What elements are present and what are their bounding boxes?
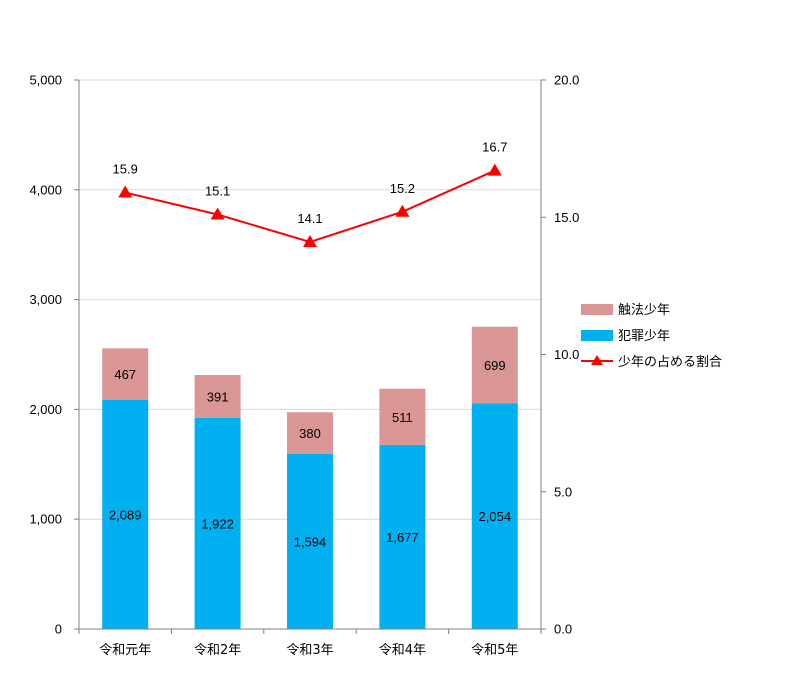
bar-segment-shoho [379,388,426,445]
ratio-marker [118,185,133,198]
legend-swatch [581,304,613,315]
x-tick-label: 令和4年 [379,643,426,658]
legend-swatch [581,330,613,341]
bar-segment-hanzai [287,453,333,629]
bar-segment-hanzai [102,399,149,629]
bar-data-label: 467 [114,367,136,382]
ratio-marker [210,207,225,220]
y-right-tick-label: 15.0 [554,210,579,225]
y-right-tick-label: 10.0 [554,347,579,362]
bar-data-label: 2,054 [479,509,512,524]
x-tick-label: 令和元年 [99,643,151,658]
ratio-data-label: 16.7 [482,140,507,155]
bar-segment-hanzai [194,417,241,629]
bar-data-label: 511 [392,410,413,425]
ratio-data-label: 15.2 [390,181,415,196]
bars-layer [102,326,518,629]
y-left-tick-label: 2,000 [29,402,62,417]
grid-lines [79,79,541,520]
legend-marker [591,355,603,365]
y-right-tick-label: 0.0 [554,622,572,637]
ratio-line [124,169,496,244]
bar-segment-shoho [471,326,518,404]
bar-segment-hanzai [379,444,426,629]
bar-segment-shoho [102,348,149,400]
axes-layer: 0 1,000 2,000 3,000 4,000 5,000 0.0 5.0 10.0 15.0… [29,73,579,659]
bar-data-label: 1,677 [386,530,419,545]
legend-label: 少年の占める割合 [618,354,722,370]
y-left-tick-label: 4,000 [29,182,62,197]
y-left-tick-label: 0 [55,622,62,637]
bar-segment-shoho [194,375,241,418]
data-labels-layer: 2,089 467 1,922 391 1,594 380 1,677 511 2,054 699… [109,140,511,550]
x-tick-label: 令和5年 [471,643,518,658]
bar-data-label: 1,922 [201,516,234,531]
y-right-tick-label: 5.0 [554,484,572,499]
ratio-data-label: 15.1 [205,184,230,199]
bar-data-label: 391 [207,389,229,404]
bar-data-label: 1,594 [294,534,327,549]
y-right-tick-label: 20.0 [554,73,579,88]
ratio-line-layer [118,163,502,247]
ratio-marker [395,204,410,217]
y-left-tick-label: 1,000 [29,512,62,527]
ratio-data-label: 14.1 [297,211,322,226]
bar-segment-hanzai [471,403,518,629]
x-tick-label: 令和2年 [194,643,241,658]
ratio-data-label: 15.9 [113,162,138,177]
y-left-tick-label: 3,000 [29,292,62,307]
ratio-marker [487,163,502,176]
y-left-tick-label: 5,000 [29,73,62,88]
legend-label: 触法少年 [618,303,670,318]
bar-segment-shoho [287,412,333,454]
bar-data-label: 2,089 [109,507,142,522]
x-tick-label: 令和3年 [286,643,333,658]
ratio-marker [303,234,317,247]
bar-data-label: 380 [299,426,321,441]
bar-data-label: 699 [484,358,506,373]
legend-label: 犯罪少年 [618,329,670,344]
